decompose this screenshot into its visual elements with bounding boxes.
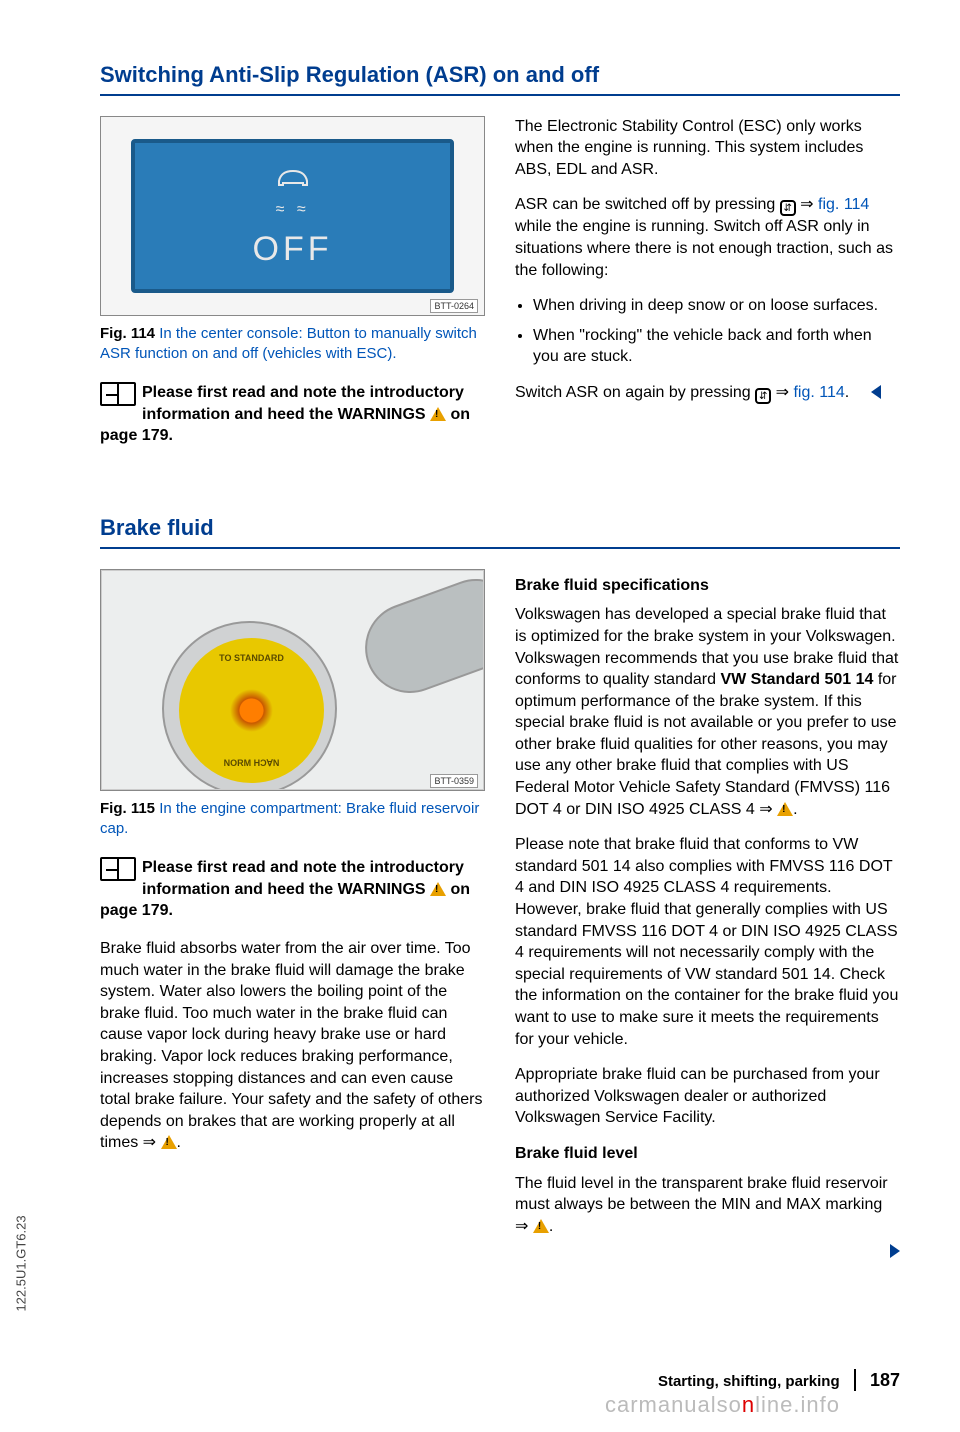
watermark-a: carmanualso [605, 1392, 742, 1417]
asr-p2a: ASR can be switched off by pressing [515, 196, 780, 213]
footer-page-number: 187 [870, 1370, 900, 1390]
footer-section: Starting, shifting, parking [658, 1373, 840, 1390]
asr-p3-dot: . [845, 384, 849, 401]
bullet-1: When driving in deep snow or on loose su… [533, 295, 900, 317]
section-brake-fluid: Brake fluid TO STANDARD NORM HƆ∀N [100, 513, 900, 1263]
figure-114-box: ≈ ≈ OFF BTT-0264 [100, 116, 485, 316]
note-block-2: Please first read and note the introduct… [100, 857, 485, 922]
brake-p1-dot: . [793, 801, 797, 818]
fig-115-label: Fig. 115 [100, 800, 155, 817]
page-footer: Starting, shifting, parking 187 [658, 1368, 900, 1392]
figure-114-caption: Fig. 114 In the center console: Button t… [100, 324, 485, 365]
reservoir-cap: TO STANDARD NORM HƆ∀N [162, 621, 337, 790]
brake-right-column: Brake fluid specifications Volkswagen ha… [515, 569, 900, 1263]
brake-p4-dot: . [549, 1218, 553, 1235]
asr-p2: ASR can be switched off by pressing ⇵ ⇒ … [515, 194, 900, 281]
brake-left-column: TO STANDARD NORM HƆ∀N BTT-0359 Fig. 115 … [100, 569, 485, 1263]
warning-triangle-icon-5 [533, 1219, 549, 1233]
asr-p3-arrow: ⇒ [771, 384, 793, 401]
section-asr: Switching Anti-Slip Regulation (ASR) on … [100, 60, 900, 463]
section-title-asr: Switching Anti-Slip Regulation (ASR) on … [100, 60, 900, 96]
section-title-brake: Brake fluid [100, 513, 900, 549]
asr-p3: Switch ASR on again by pressing ⇵ ⇒ fig.… [515, 382, 900, 404]
brake-p2: Please note that brake fluid that confor… [515, 834, 900, 1050]
brake-p1: Volkswagen has developed a special brake… [515, 604, 900, 820]
brake-level-heading: Brake fluid level [515, 1143, 900, 1165]
figure-114-tag: BTT-0264 [430, 299, 478, 313]
brake-p4-text: The fluid level in the transparent brake… [515, 1175, 888, 1235]
footer-separator [854, 1369, 856, 1391]
skid-marks: ≈ ≈ [135, 199, 450, 221]
fig-114-label: Fig. 114 [100, 325, 155, 342]
section-end-triangle-left [871, 385, 881, 399]
asr-button-icon-2: ⇵ [755, 388, 771, 404]
warning-triangle-icon-2 [430, 882, 446, 896]
asr-left-column: ≈ ≈ OFF BTT-0264 Fig. 114 In the center … [100, 116, 485, 463]
note-block-1: Please first read and note the introduct… [100, 382, 485, 447]
brake-p1b: for optimum performance of the brake sys… [515, 671, 897, 818]
fig-115-caption-text: In the engine compartment: Brake fluid r… [100, 800, 479, 837]
brake-p3: Appropriate brake fluid can be purchased… [515, 1064, 900, 1129]
continue-arrow-row [515, 1241, 900, 1263]
brake-left-p1-text: Brake fluid absorbs water from the air o… [100, 940, 482, 1151]
figure-115-tag: BTT-0359 [430, 774, 478, 788]
side-document-code: 122.5U1.GT6.23 [12, 1216, 30, 1312]
note-text-2: Please first read and note the introduct… [100, 859, 470, 919]
fig-114-link: fig. 114 [818, 196, 869, 213]
car-skid-icon [273, 165, 313, 189]
brake-left-p1-dot: . [177, 1134, 181, 1151]
fig-114-link-2: fig. 114 [793, 384, 844, 401]
figure-115-box: TO STANDARD NORM HƆ∀N BTT-0359 [100, 569, 485, 791]
asr-p1: The Electronic Stability Control (ESC) o… [515, 116, 900, 181]
book-icon-2 [100, 857, 136, 881]
book-icon [100, 382, 136, 406]
fig-114-caption-text: In the center console: Button to manuall… [100, 325, 477, 362]
asr-button-icon: ⇵ [780, 200, 796, 216]
cap-text-bottom: NORM HƆ∀N [179, 757, 324, 769]
warning-triangle-icon [430, 407, 446, 421]
watermark: carmanualsonline.info [605, 1390, 840, 1420]
note-1-main: Please first read and note the introduct… [142, 384, 464, 423]
asr-p2-arrow: ⇒ [796, 196, 818, 213]
reservoir-cap-inner: TO STANDARD NORM HƆ∀N [179, 638, 324, 783]
vw-standard-bold: VW Standard 501 14 [720, 671, 873, 688]
asr-two-column: ≈ ≈ OFF BTT-0264 Fig. 114 In the center … [100, 116, 900, 463]
asr-p3a: Switch ASR on again by pressing [515, 384, 755, 401]
off-label: OFF [135, 227, 450, 273]
brake-p4: The fluid level in the transparent brake… [515, 1173, 900, 1238]
warning-triangle-icon-3 [161, 1135, 177, 1149]
figure-115-caption: Fig. 115 In the engine compartment: Brak… [100, 799, 485, 840]
brake-left-p1: Brake fluid absorbs water from the air o… [100, 938, 485, 1154]
continue-triangle-right [890, 1244, 900, 1258]
reservoir-cap-text: TO STANDARD NORM HƆ∀N [179, 638, 324, 783]
brake-spec-heading: Brake fluid specifications [515, 575, 900, 597]
watermark-bar: n [742, 1392, 755, 1417]
cap-text-top: TO STANDARD [179, 652, 324, 664]
note-text-1: Please first read and note the introduct… [100, 384, 470, 444]
asr-bullet-list: When driving in deep snow or on loose su… [533, 295, 900, 368]
warning-triangle-icon-4 [777, 802, 793, 816]
asr-p2c: while the engine is running. Switch off … [515, 218, 893, 278]
reservoir-arm [352, 570, 484, 706]
asr-right-column: The Electronic Stability Control (ESC) o… [515, 116, 900, 463]
asr-off-display: ≈ ≈ OFF [131, 139, 454, 293]
note-2-main: Please first read and note the introduct… [142, 859, 464, 898]
bullet-2: When "rocking" the vehicle back and fort… [533, 325, 900, 368]
watermark-c: line.info [755, 1392, 840, 1417]
brake-two-column: TO STANDARD NORM HƆ∀N BTT-0359 Fig. 115 … [100, 569, 900, 1263]
reservoir-illustration: TO STANDARD NORM HƆ∀N [101, 570, 484, 790]
